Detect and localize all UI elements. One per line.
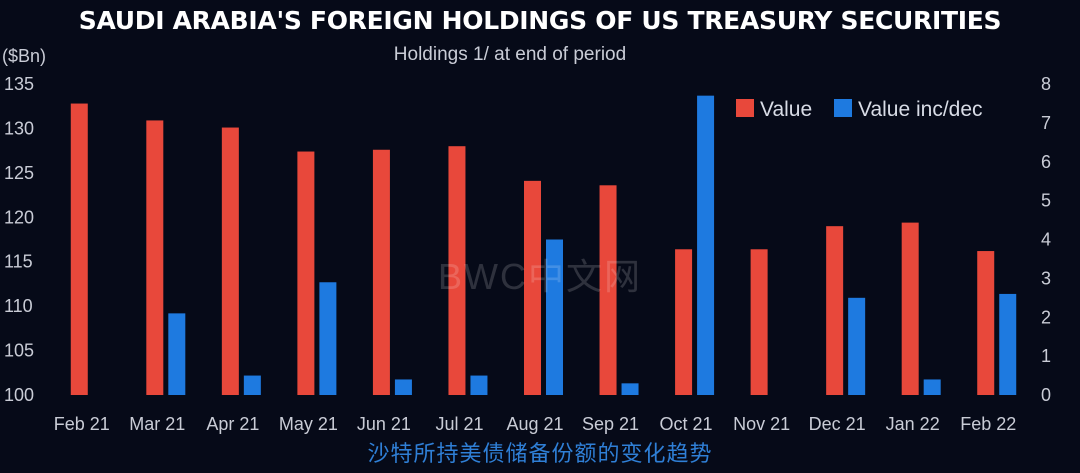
x-tick-label: Apr 21 — [206, 414, 259, 434]
bar-inc-dec-3 — [319, 282, 337, 395]
x-tick-label: Jul 21 — [435, 414, 483, 434]
y-right-tick-label: 0 — [1041, 385, 1051, 405]
bar-inc-dec-1 — [168, 313, 186, 395]
y-right-tick-label: 6 — [1041, 152, 1051, 172]
legend-label-1: Value inc/dec — [858, 98, 983, 121]
x-tick-label: May 21 — [279, 414, 338, 434]
legend-swatch-0 — [736, 99, 754, 117]
y-right-tick-label: 1 — [1041, 346, 1051, 366]
x-tick-label: Jun 21 — [357, 414, 411, 434]
chart-subtitle: Holdings 1/ at end of period — [393, 44, 627, 65]
y-left-tick-label: 115 — [4, 252, 33, 272]
x-tick-label: Aug 21 — [506, 414, 563, 434]
y-right-tick-label: 7 — [1041, 113, 1051, 133]
x-tick-label: Dec 21 — [809, 414, 866, 434]
y-left-tick-label: 100 — [4, 385, 34, 405]
x-tick-label: Sep 21 — [582, 414, 639, 434]
x-tick-label: Jan 22 — [886, 414, 940, 434]
legend-swatch-1 — [834, 99, 852, 117]
bar-value-12 — [977, 251, 995, 395]
bar-value-10 — [826, 226, 844, 395]
bar-value-11 — [901, 222, 919, 395]
legend-label-0: Value — [760, 98, 812, 121]
bar-value-7 — [599, 185, 617, 395]
bar-value-5 — [448, 146, 466, 395]
bar-inc-dec-6 — [546, 239, 563, 395]
x-tick-label: Nov 21 — [733, 414, 790, 434]
y-axis-unit-label: ($Bn) — [2, 46, 47, 66]
x-tick-label: Feb 22 — [960, 414, 1016, 434]
bar-inc-dec-5 — [470, 375, 488, 395]
y-right-tick-label: 5 — [1041, 191, 1051, 211]
y-right-tick-label: 4 — [1041, 230, 1051, 250]
bar-inc-dec-12 — [999, 293, 1017, 395]
y-left-tick-label: 110 — [4, 296, 33, 316]
bar-value-8 — [675, 249, 693, 395]
bar-value-1 — [146, 120, 164, 395]
y-left-tick-label: 125 — [4, 163, 34, 183]
bar-value-0 — [70, 103, 88, 395]
bar-inc-dec-2 — [243, 375, 261, 395]
y-right-tick-label: 3 — [1041, 268, 1051, 288]
y-left-tick-label: 120 — [4, 207, 34, 227]
x-tick-label: Feb 21 — [54, 414, 110, 434]
y-left-tick-label: 130 — [4, 118, 34, 138]
y-right-tick-label: 8 — [1041, 74, 1051, 94]
y-left-tick-label: 135 — [4, 74, 34, 94]
y-left-tick-label: 105 — [4, 341, 34, 361]
bar-value-2 — [221, 127, 239, 395]
watermark: BWC中文网 — [438, 256, 642, 297]
bar-value-6 — [524, 180, 541, 395]
bar-inc-dec-7 — [621, 383, 639, 395]
chart-caption: 沙特所持美债储备份额的变化趋势 — [367, 442, 713, 467]
chart-title: SAUDI ARABIA'S FOREIGN HOLDINGS OF US TR… — [78, 6, 1002, 35]
bar-value-3 — [297, 151, 315, 395]
x-tick-label: Oct 21 — [660, 414, 713, 434]
x-tick-label: Mar 21 — [129, 414, 185, 434]
bar-value-4 — [372, 149, 390, 395]
y-right-tick-label: 2 — [1041, 307, 1051, 327]
bar-value-9 — [750, 249, 768, 395]
bar-inc-dec-4 — [394, 379, 412, 395]
bar-inc-dec-11 — [923, 379, 941, 395]
bar-inc-dec-8 — [697, 95, 715, 395]
bar-inc-dec-10 — [848, 297, 866, 395]
